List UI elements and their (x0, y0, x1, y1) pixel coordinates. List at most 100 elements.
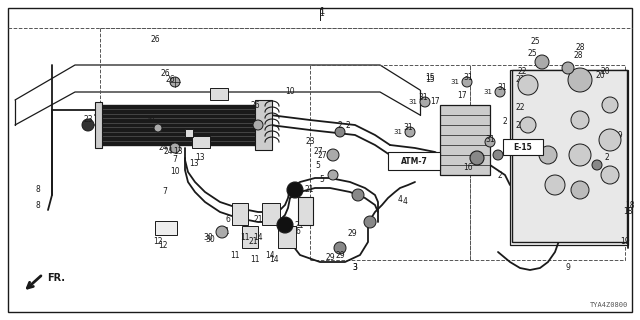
Text: 31: 31 (451, 79, 460, 85)
Text: 29: 29 (335, 251, 345, 260)
Text: 15: 15 (425, 74, 435, 83)
Text: 11: 11 (240, 234, 250, 243)
Text: 14: 14 (269, 255, 279, 265)
Text: 13: 13 (189, 158, 199, 167)
Text: 30: 30 (203, 234, 213, 243)
Text: 10: 10 (170, 167, 180, 177)
Text: 1: 1 (319, 10, 324, 19)
Bar (388, 152, 440, 170)
Circle shape (470, 151, 484, 165)
Text: FR.: FR. (47, 273, 65, 283)
Text: 7: 7 (173, 156, 177, 164)
Text: 22: 22 (515, 121, 525, 130)
Circle shape (485, 137, 495, 147)
Circle shape (545, 175, 565, 195)
Text: 2: 2 (504, 143, 509, 153)
Text: 2: 2 (502, 117, 508, 126)
Circle shape (170, 143, 180, 153)
Circle shape (571, 111, 589, 129)
Bar (232, 203, 248, 225)
Text: 30: 30 (205, 236, 215, 244)
Text: 26: 26 (150, 36, 160, 44)
Text: 28: 28 (573, 51, 583, 60)
Text: 2: 2 (498, 171, 502, 180)
Bar (298, 197, 313, 225)
Text: 2: 2 (346, 121, 350, 130)
Bar (242, 226, 258, 248)
Text: 19: 19 (613, 131, 623, 140)
Text: 29: 29 (347, 229, 357, 238)
Circle shape (335, 127, 345, 137)
Text: 25: 25 (530, 37, 540, 46)
Text: 21: 21 (304, 186, 314, 195)
Circle shape (571, 181, 589, 199)
Text: 26: 26 (143, 131, 153, 140)
Circle shape (287, 182, 303, 198)
Polygon shape (102, 105, 255, 145)
Circle shape (216, 226, 228, 238)
Polygon shape (95, 102, 102, 148)
Text: 22: 22 (515, 76, 525, 84)
Bar (310, 65, 470, 260)
Text: 3: 3 (353, 263, 357, 273)
Circle shape (420, 97, 430, 107)
Text: 6: 6 (225, 215, 230, 225)
Bar (278, 226, 296, 248)
Text: 23: 23 (83, 116, 93, 124)
Text: 31: 31 (463, 74, 473, 83)
Text: 4: 4 (397, 196, 403, 204)
Text: 7: 7 (163, 188, 168, 196)
Circle shape (518, 75, 538, 95)
Text: 26: 26 (160, 68, 170, 77)
Circle shape (462, 77, 472, 87)
Bar (470, 65, 625, 260)
Text: 5: 5 (319, 175, 324, 185)
Text: 6: 6 (296, 228, 300, 236)
Text: 21: 21 (294, 220, 304, 229)
Text: 2: 2 (338, 121, 342, 130)
Text: 13: 13 (173, 138, 183, 147)
Circle shape (539, 146, 557, 164)
Circle shape (253, 120, 263, 130)
Text: 1: 1 (319, 7, 324, 17)
Text: 31: 31 (394, 129, 403, 135)
Polygon shape (255, 100, 272, 150)
Circle shape (82, 119, 94, 131)
Text: 18: 18 (623, 207, 633, 217)
Text: 24: 24 (158, 143, 168, 153)
Bar (192, 136, 210, 148)
Bar (155, 221, 177, 235)
Text: 26: 26 (165, 76, 175, 84)
Text: 10: 10 (285, 87, 295, 97)
Text: 25: 25 (527, 49, 537, 58)
Text: 16: 16 (461, 161, 471, 170)
Text: 28: 28 (575, 44, 585, 52)
Text: 29: 29 (325, 253, 335, 262)
Text: 4: 4 (403, 197, 408, 206)
Circle shape (334, 242, 346, 254)
Bar (440, 105, 490, 175)
Text: 8: 8 (36, 186, 40, 195)
Text: 31: 31 (474, 139, 483, 145)
Circle shape (364, 216, 376, 228)
Circle shape (277, 217, 293, 233)
Text: 14: 14 (253, 234, 263, 243)
Text: 23: 23 (305, 138, 315, 147)
Circle shape (495, 87, 505, 97)
Circle shape (405, 127, 415, 137)
Text: 16: 16 (463, 164, 473, 172)
Text: 22: 22 (515, 103, 525, 113)
Text: 12: 12 (153, 237, 163, 246)
Text: 22: 22 (517, 68, 527, 76)
Circle shape (328, 170, 338, 180)
Text: 15: 15 (425, 76, 435, 84)
Circle shape (170, 77, 180, 87)
Text: 31: 31 (483, 89, 493, 95)
Text: 21: 21 (253, 215, 263, 225)
Circle shape (562, 62, 574, 74)
Text: 11: 11 (230, 251, 240, 260)
Text: 11: 11 (250, 255, 260, 265)
Circle shape (520, 117, 536, 133)
Text: 26: 26 (250, 100, 260, 109)
Text: 13: 13 (195, 154, 205, 163)
